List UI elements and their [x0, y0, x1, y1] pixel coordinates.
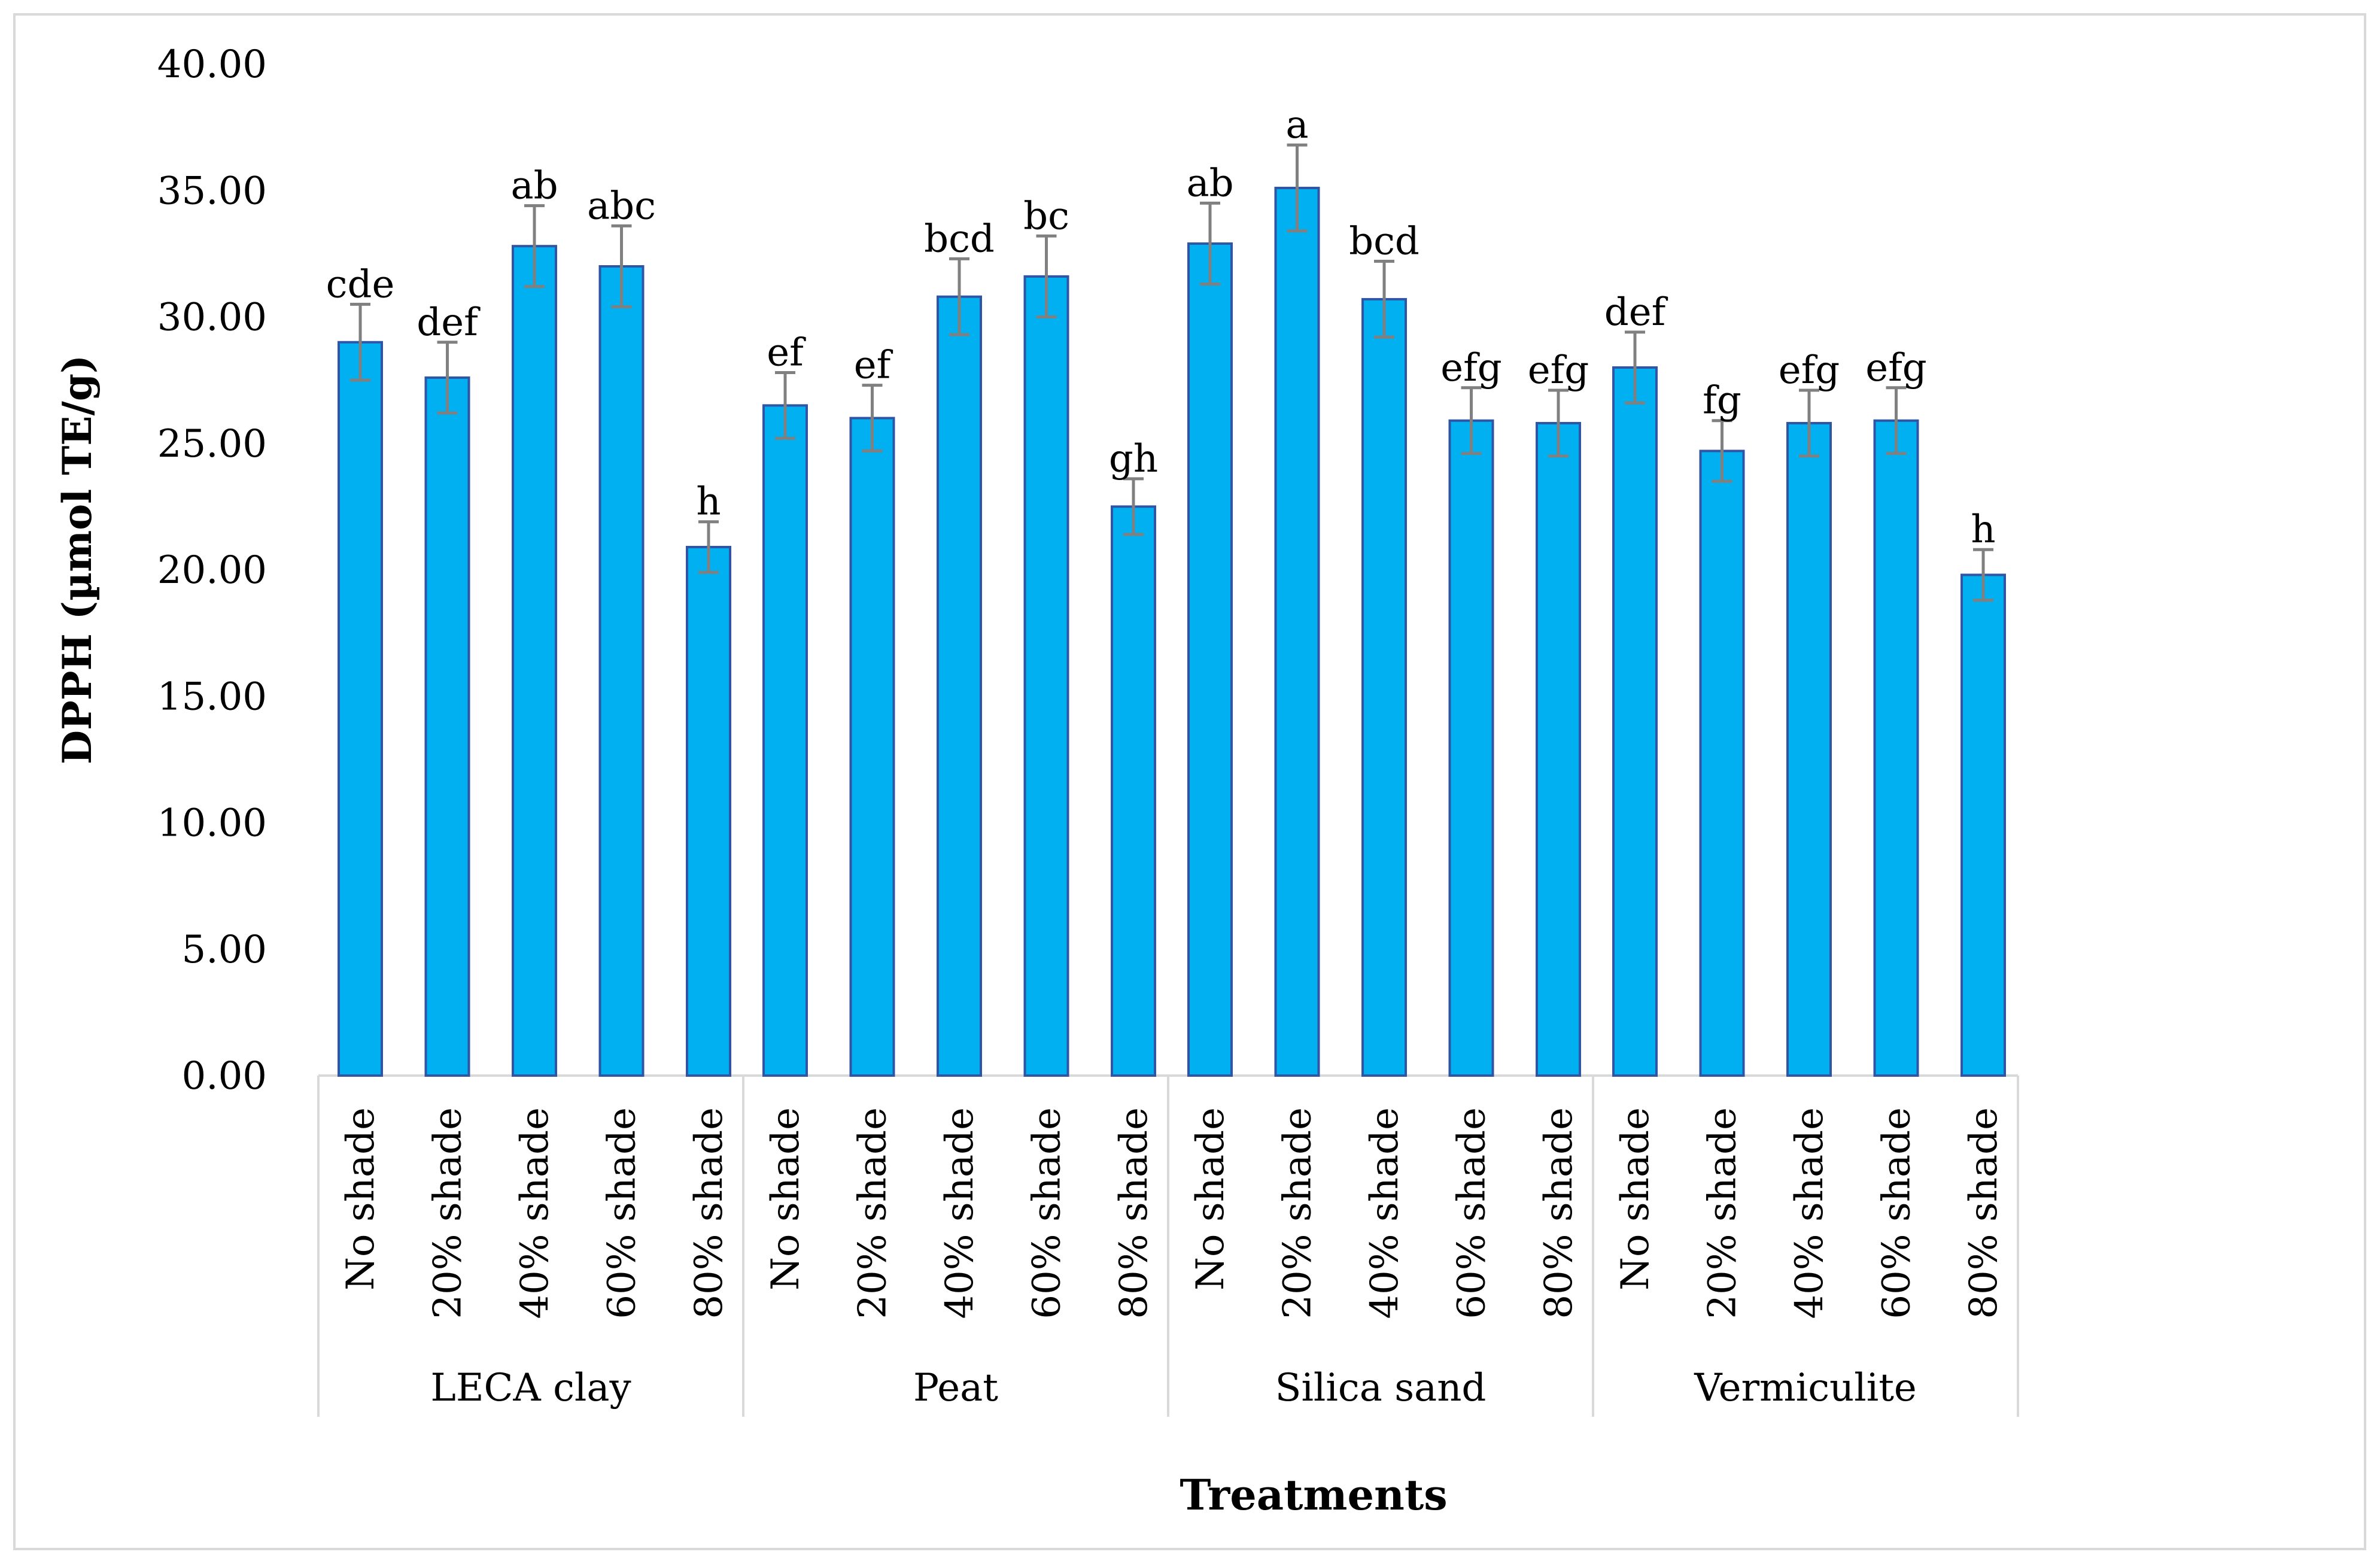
- bar: [1699, 450, 1745, 1077]
- significance-letter: efg: [1865, 346, 1927, 390]
- bar: [598, 265, 645, 1077]
- significance-letter: bcd: [1349, 220, 1420, 264]
- significance-letter: efg: [1528, 348, 1589, 393]
- significance-letter: efg: [1779, 348, 1840, 393]
- bar: [1786, 421, 1832, 1077]
- y-axis-title: DPPH (µmol TE/g): [54, 355, 101, 764]
- significance-letter: h: [1971, 508, 1995, 552]
- category-label: 20% shade: [1276, 1107, 1320, 1319]
- x-axis: LECA clay No shade 20% shade 40% shade 60% s…: [317, 1074, 2019, 1417]
- bar: [1187, 242, 1233, 1077]
- bar: [512, 245, 557, 1077]
- category-label: 80% shade: [687, 1107, 731, 1319]
- bar: [1873, 419, 1919, 1077]
- y-tick-label: 5.00: [182, 928, 268, 972]
- category-label: 40% shade: [1788, 1107, 1832, 1319]
- significance-letter: bc: [1023, 194, 1069, 238]
- category-label: 80% shade: [1962, 1107, 2006, 1319]
- significance-letter: fg: [1703, 379, 1741, 423]
- bar: [1612, 366, 1658, 1077]
- category-label: 60% shade: [1875, 1107, 1919, 1319]
- category-label: No shade: [764, 1107, 808, 1290]
- bar: [1274, 187, 1320, 1077]
- significance-letter: gh: [1109, 437, 1158, 481]
- category-label: 40% shade: [513, 1107, 557, 1319]
- bar: [1023, 275, 1069, 1077]
- category-label: No shade: [339, 1107, 383, 1290]
- bar: [1111, 505, 1156, 1077]
- chart-frame: [13, 13, 2366, 1550]
- significance-letter: h: [696, 480, 721, 524]
- y-tick-label: 10.00: [157, 801, 267, 846]
- significance-letter: a: [1285, 103, 1308, 147]
- category-label: 40% shade: [1363, 1107, 1407, 1319]
- bar: [686, 545, 731, 1077]
- y-tick-label: 20.00: [157, 548, 267, 593]
- category-label: 20% shade: [426, 1107, 470, 1319]
- category-label: 20% shade: [851, 1107, 895, 1319]
- y-tick-label: 30.00: [157, 296, 267, 340]
- bar: [762, 404, 808, 1077]
- bars: [338, 143, 2006, 1077]
- significance-letter: bcd: [924, 217, 995, 261]
- category-label: 80% shade: [1112, 1107, 1156, 1319]
- y-tick-label: 35.00: [157, 169, 267, 213]
- bar: [1960, 573, 2006, 1077]
- significance-letter: cde: [326, 262, 395, 306]
- significance-letter: ef: [854, 344, 893, 388]
- significance-letter: def: [417, 300, 481, 345]
- significance-letter: def: [1604, 290, 1668, 335]
- bar: [338, 341, 383, 1077]
- y-tick-label: 25.00: [157, 422, 267, 466]
- bar: [1361, 297, 1407, 1077]
- significance-letter: ab: [1186, 161, 1233, 205]
- category-label: 60% shade: [1450, 1107, 1494, 1319]
- category-label: No shade: [1613, 1107, 1658, 1290]
- bar: [1536, 421, 1581, 1077]
- group-label: Peat: [913, 1366, 998, 1410]
- y-tick-label: 15.00: [157, 675, 267, 719]
- y-tick-label: 40.00: [157, 42, 267, 87]
- category-label: 60% shade: [1025, 1107, 1069, 1319]
- x-axis-title: Treatments: [1180, 1470, 1447, 1520]
- bar: [849, 417, 895, 1077]
- group-label: Silica sand: [1275, 1366, 1487, 1410]
- group-label: LECA clay: [430, 1366, 631, 1410]
- y-tick-label: 0.00: [182, 1054, 268, 1098]
- bar: [937, 295, 982, 1077]
- significance-letter: efg: [1440, 346, 1502, 390]
- category-label: 60% shade: [600, 1107, 645, 1319]
- y-axis: 0.00 5.00 10.00 15.00 20.00 25.00 30.00 35.00 40…: [157, 42, 267, 1098]
- bar: [1448, 419, 1494, 1077]
- category-label: 80% shade: [1537, 1107, 1581, 1319]
- category-label: No shade: [1189, 1107, 1233, 1290]
- significance-letter: abc: [587, 184, 656, 228]
- significance-letter: ab: [510, 164, 558, 208]
- category-label: 40% shade: [938, 1107, 982, 1319]
- bar: [424, 376, 470, 1077]
- group-label: Vermiculite: [1694, 1366, 1917, 1410]
- significance-letter: ef: [767, 330, 806, 375]
- category-label: 20% shade: [1701, 1107, 1745, 1319]
